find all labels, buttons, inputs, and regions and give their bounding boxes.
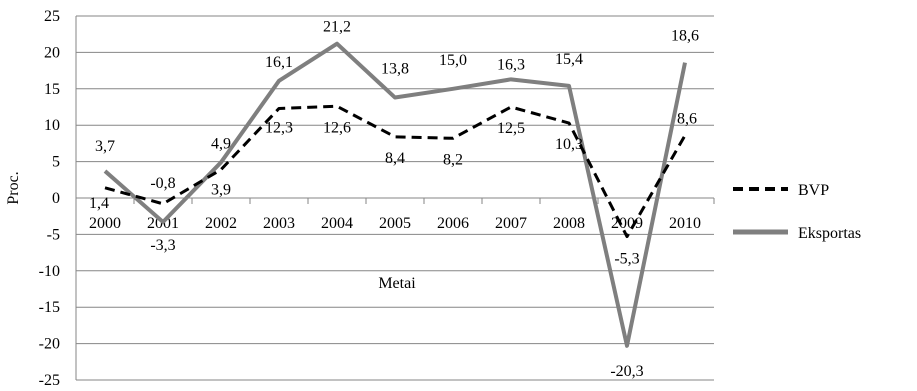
x-tick-label: 2003 [263, 215, 295, 232]
legend-label-eksportas: Eksportas [798, 225, 861, 242]
data-label-bvp: 8,2 [443, 151, 463, 168]
data-label-eksportas: 3,7 [95, 138, 115, 155]
data-label-eksportas: 13,8 [381, 61, 409, 78]
x-tick-labels: 2000 2001 2002 2003 2004 2005 2006 2007 2008 2009… [89, 215, 701, 232]
x-tick-label: 2000 [89, 215, 121, 232]
x-tick-label: 2008 [553, 215, 585, 232]
x-tick-label: 2005 [379, 215, 411, 232]
data-label-bvp: 8,4 [385, 150, 405, 167]
data-label-eksportas: 16,3 [497, 56, 525, 73]
y-tick-label: -20 [39, 336, 60, 353]
data-label-eksportas: 15,0 [439, 52, 467, 69]
data-label-bvp: 10,3 [555, 136, 583, 153]
y-tick-labels: 25 20 15 10 5 0 -5 -10 -15 -20 -25 [39, 8, 60, 389]
data-label-eksportas: 18,6 [671, 28, 699, 45]
y-tick-label: -15 [39, 299, 60, 316]
y-axis-label: Proc. [5, 171, 22, 204]
data-label-bvp: -0,8 [150, 175, 175, 192]
data-label-bvp: 12,5 [497, 120, 525, 137]
y-tick-label: -10 [39, 263, 60, 280]
y-tick-label: 5 [52, 154, 60, 171]
y-tick-label: 25 [44, 8, 60, 25]
data-label-bvp: 12,3 [265, 119, 293, 136]
series-lines [103, 41, 687, 348]
data-label-eksportas: -3,3 [150, 237, 175, 254]
data-label-eksportas: 21,2 [323, 19, 351, 36]
x-tick-label: 2002 [205, 215, 237, 232]
data-label-eksportas: 15,4 [555, 51, 583, 68]
x-tick-label: 2006 [437, 215, 469, 232]
data-label-bvp: 12,6 [323, 119, 351, 136]
data-label-eksportas: 4,9 [211, 135, 231, 152]
y-tick-label: -5 [47, 226, 60, 243]
legend: BVP Eksportas [733, 182, 861, 242]
x-tick-label: 2007 [495, 215, 527, 232]
data-label-bvp: -5,3 [614, 251, 639, 268]
data-label-bvp: 8,6 [677, 110, 697, 127]
data-label-eksportas: -20,3 [610, 363, 643, 380]
data-label-eksportas: 16,1 [265, 54, 293, 71]
data-labels: 1,4 -0,8 3,9 12,3 12,6 8,4 8,2 12,5 10,3 -5,3 8,6 3… [89, 19, 699, 380]
y-tick-label: 15 [44, 81, 60, 98]
legend-label-bvp: BVP [798, 182, 829, 199]
y-tick-label: 0 [52, 190, 60, 207]
data-label-bvp: 3,9 [211, 182, 231, 199]
data-label-bvp: 1,4 [89, 195, 109, 212]
y-tick-label: 20 [44, 44, 60, 61]
x-tick-label: 2004 [321, 215, 353, 232]
series-line-bvp [104, 104, 687, 239]
y-tick-label: 10 [44, 117, 60, 134]
y-tick-label: -25 [39, 372, 60, 389]
x-tick-label: 2010 [669, 215, 701, 232]
x-axis-label: Metai [378, 275, 416, 292]
